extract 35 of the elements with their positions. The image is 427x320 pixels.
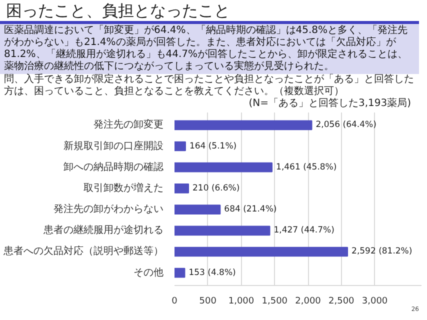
bar xyxy=(174,204,221,214)
data-label: 210 (6.6%) xyxy=(192,183,240,194)
x-tick-label: 1,500 xyxy=(262,296,288,306)
y-tick-label: 発注先の卸がわからない xyxy=(54,203,164,216)
text: (N=「ある」と回答した3,193薬局) xyxy=(248,98,411,109)
x-tick-label: 2,000 xyxy=(295,296,322,306)
x-tick-label: 3,000 xyxy=(362,296,388,306)
bar xyxy=(174,141,186,152)
y-tick-label: 取引卸数が増えた xyxy=(84,182,164,194)
bar xyxy=(174,162,273,172)
y-tick-label: その他 xyxy=(134,266,164,278)
y-tick-label: 患者への欠品対応（説明や郵送等） xyxy=(2,245,164,258)
y-tick-label: 患者の継続服用が途切れる xyxy=(42,224,164,236)
data-label: 1,461 (45.8%) xyxy=(276,162,337,172)
y-tick-label: 卸への納品時期の確認 xyxy=(64,160,164,173)
data-label: 164 (5.1%) xyxy=(189,141,237,152)
bar xyxy=(174,226,270,236)
chart-subtitle: 医薬品調達において「卸変更」が64.4%、「納品時期の確認」は45.8%と多く、「発注先がわからない」も21.4%の薬局が回答した。また、患者対応においては「欠品対応」が81.2%、「継続服用が途切れる」も44.7%が回答したことから、卸が限定されることは、薬物治療の継続性の低下につながってしまっている実態が見受けられた。 xyxy=(4,25,409,73)
text: 問、入手できる卸が限定されることで困ったことや負担となったことが「ある」と回答した方は、困っていること、負担となることを教えてください。（複数選択可） xyxy=(4,74,415,98)
bar xyxy=(174,268,186,278)
x-tick-label: 0 xyxy=(172,296,178,306)
x-tick-label: 1,000 xyxy=(228,296,254,306)
bar xyxy=(174,184,190,194)
y-tick-label: 発注先の卸変更 xyxy=(94,118,164,131)
y-tick-label: 新規取引卸の口座開設 xyxy=(64,140,164,152)
data-label: 2,056 (64.4%) xyxy=(316,120,376,130)
bar xyxy=(174,246,348,257)
data-label: 1,427 (44.7%) xyxy=(274,226,334,236)
data-label: 684 (21.4%) xyxy=(224,204,277,215)
chart-title: 困ったこと、負担となったこと xyxy=(6,0,230,22)
data-label: 2,592 (81.2%) xyxy=(352,246,412,257)
bar xyxy=(174,120,312,130)
x-tick-label: 500 xyxy=(199,296,217,306)
x-tick-label: 2,500 xyxy=(328,296,355,306)
data-label: 153 (4.8%) xyxy=(188,268,236,278)
